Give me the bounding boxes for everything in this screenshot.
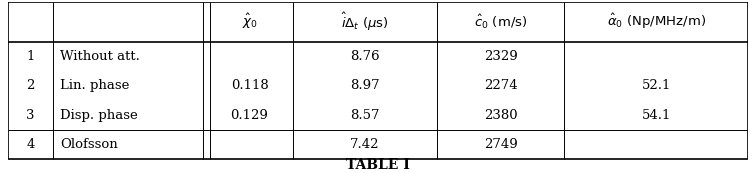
Text: 2: 2 bbox=[26, 80, 35, 93]
Text: 7.42: 7.42 bbox=[350, 138, 380, 151]
Text: 8.57: 8.57 bbox=[350, 109, 380, 122]
Text: $\hat{\alpha}_0\ \mathrm{(Np/MHz/m)}$: $\hat{\alpha}_0\ \mathrm{(Np/MHz/m)}$ bbox=[607, 12, 706, 31]
Text: Lin. phase: Lin. phase bbox=[60, 80, 129, 93]
Text: 0.118: 0.118 bbox=[231, 80, 268, 93]
Text: 3: 3 bbox=[26, 109, 35, 122]
Text: 4: 4 bbox=[26, 138, 35, 151]
Text: 8.97: 8.97 bbox=[350, 80, 380, 93]
Text: $\hat{c}_0\ \mathrm{(m/s)}$: $\hat{c}_0\ \mathrm{(m/s)}$ bbox=[474, 13, 528, 31]
Text: 54.1: 54.1 bbox=[642, 109, 671, 122]
Text: 0.129: 0.129 bbox=[231, 109, 268, 122]
Text: 2274: 2274 bbox=[484, 80, 518, 93]
Text: 2380: 2380 bbox=[484, 109, 518, 122]
Text: 52.1: 52.1 bbox=[642, 80, 671, 93]
Text: 1: 1 bbox=[26, 50, 35, 63]
Text: $\hat{\chi}_0$: $\hat{\chi}_0$ bbox=[242, 12, 258, 31]
Text: 2749: 2749 bbox=[484, 138, 518, 151]
Text: TABLE I: TABLE I bbox=[346, 158, 410, 172]
Text: Olofsson: Olofsson bbox=[60, 138, 118, 151]
Text: 2329: 2329 bbox=[484, 50, 518, 63]
Text: 8.76: 8.76 bbox=[350, 50, 380, 63]
Text: Without att.: Without att. bbox=[60, 50, 140, 63]
Text: Disp. phase: Disp. phase bbox=[60, 109, 138, 122]
Text: $\hat{i}\Delta_t\ (\mu\mathrm{s})$: $\hat{i}\Delta_t\ (\mu\mathrm{s})$ bbox=[341, 11, 389, 33]
